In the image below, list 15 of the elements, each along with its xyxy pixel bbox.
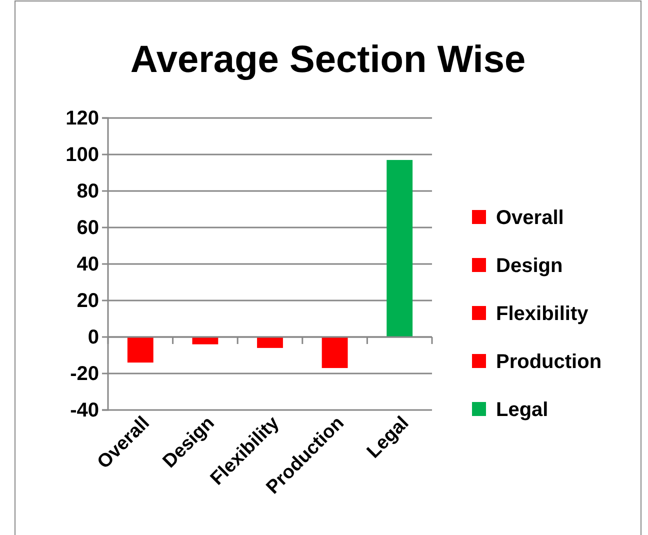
legend-label: Flexibility — [496, 303, 590, 325]
y-tick-label: 40 — [76, 253, 99, 276]
y-tick-label: 20 — [76, 290, 99, 312]
y-tick-label: -20 — [70, 362, 99, 385]
y-tick-label: 0 — [88, 326, 99, 348]
y-tick-label: 80 — [76, 180, 99, 202]
y-tick-label: 100 — [66, 144, 99, 166]
legend-label: Legal — [496, 399, 548, 421]
legend-label: Design — [496, 255, 563, 277]
legend-label: Overall — [496, 207, 564, 229]
y-tick-label: 120 — [66, 107, 99, 130]
y-tick-label: -40 — [70, 399, 99, 422]
y-tick-label: 60 — [76, 216, 99, 239]
legend-label: Production — [496, 351, 602, 373]
chart-title: Average Section Wise — [130, 39, 526, 81]
